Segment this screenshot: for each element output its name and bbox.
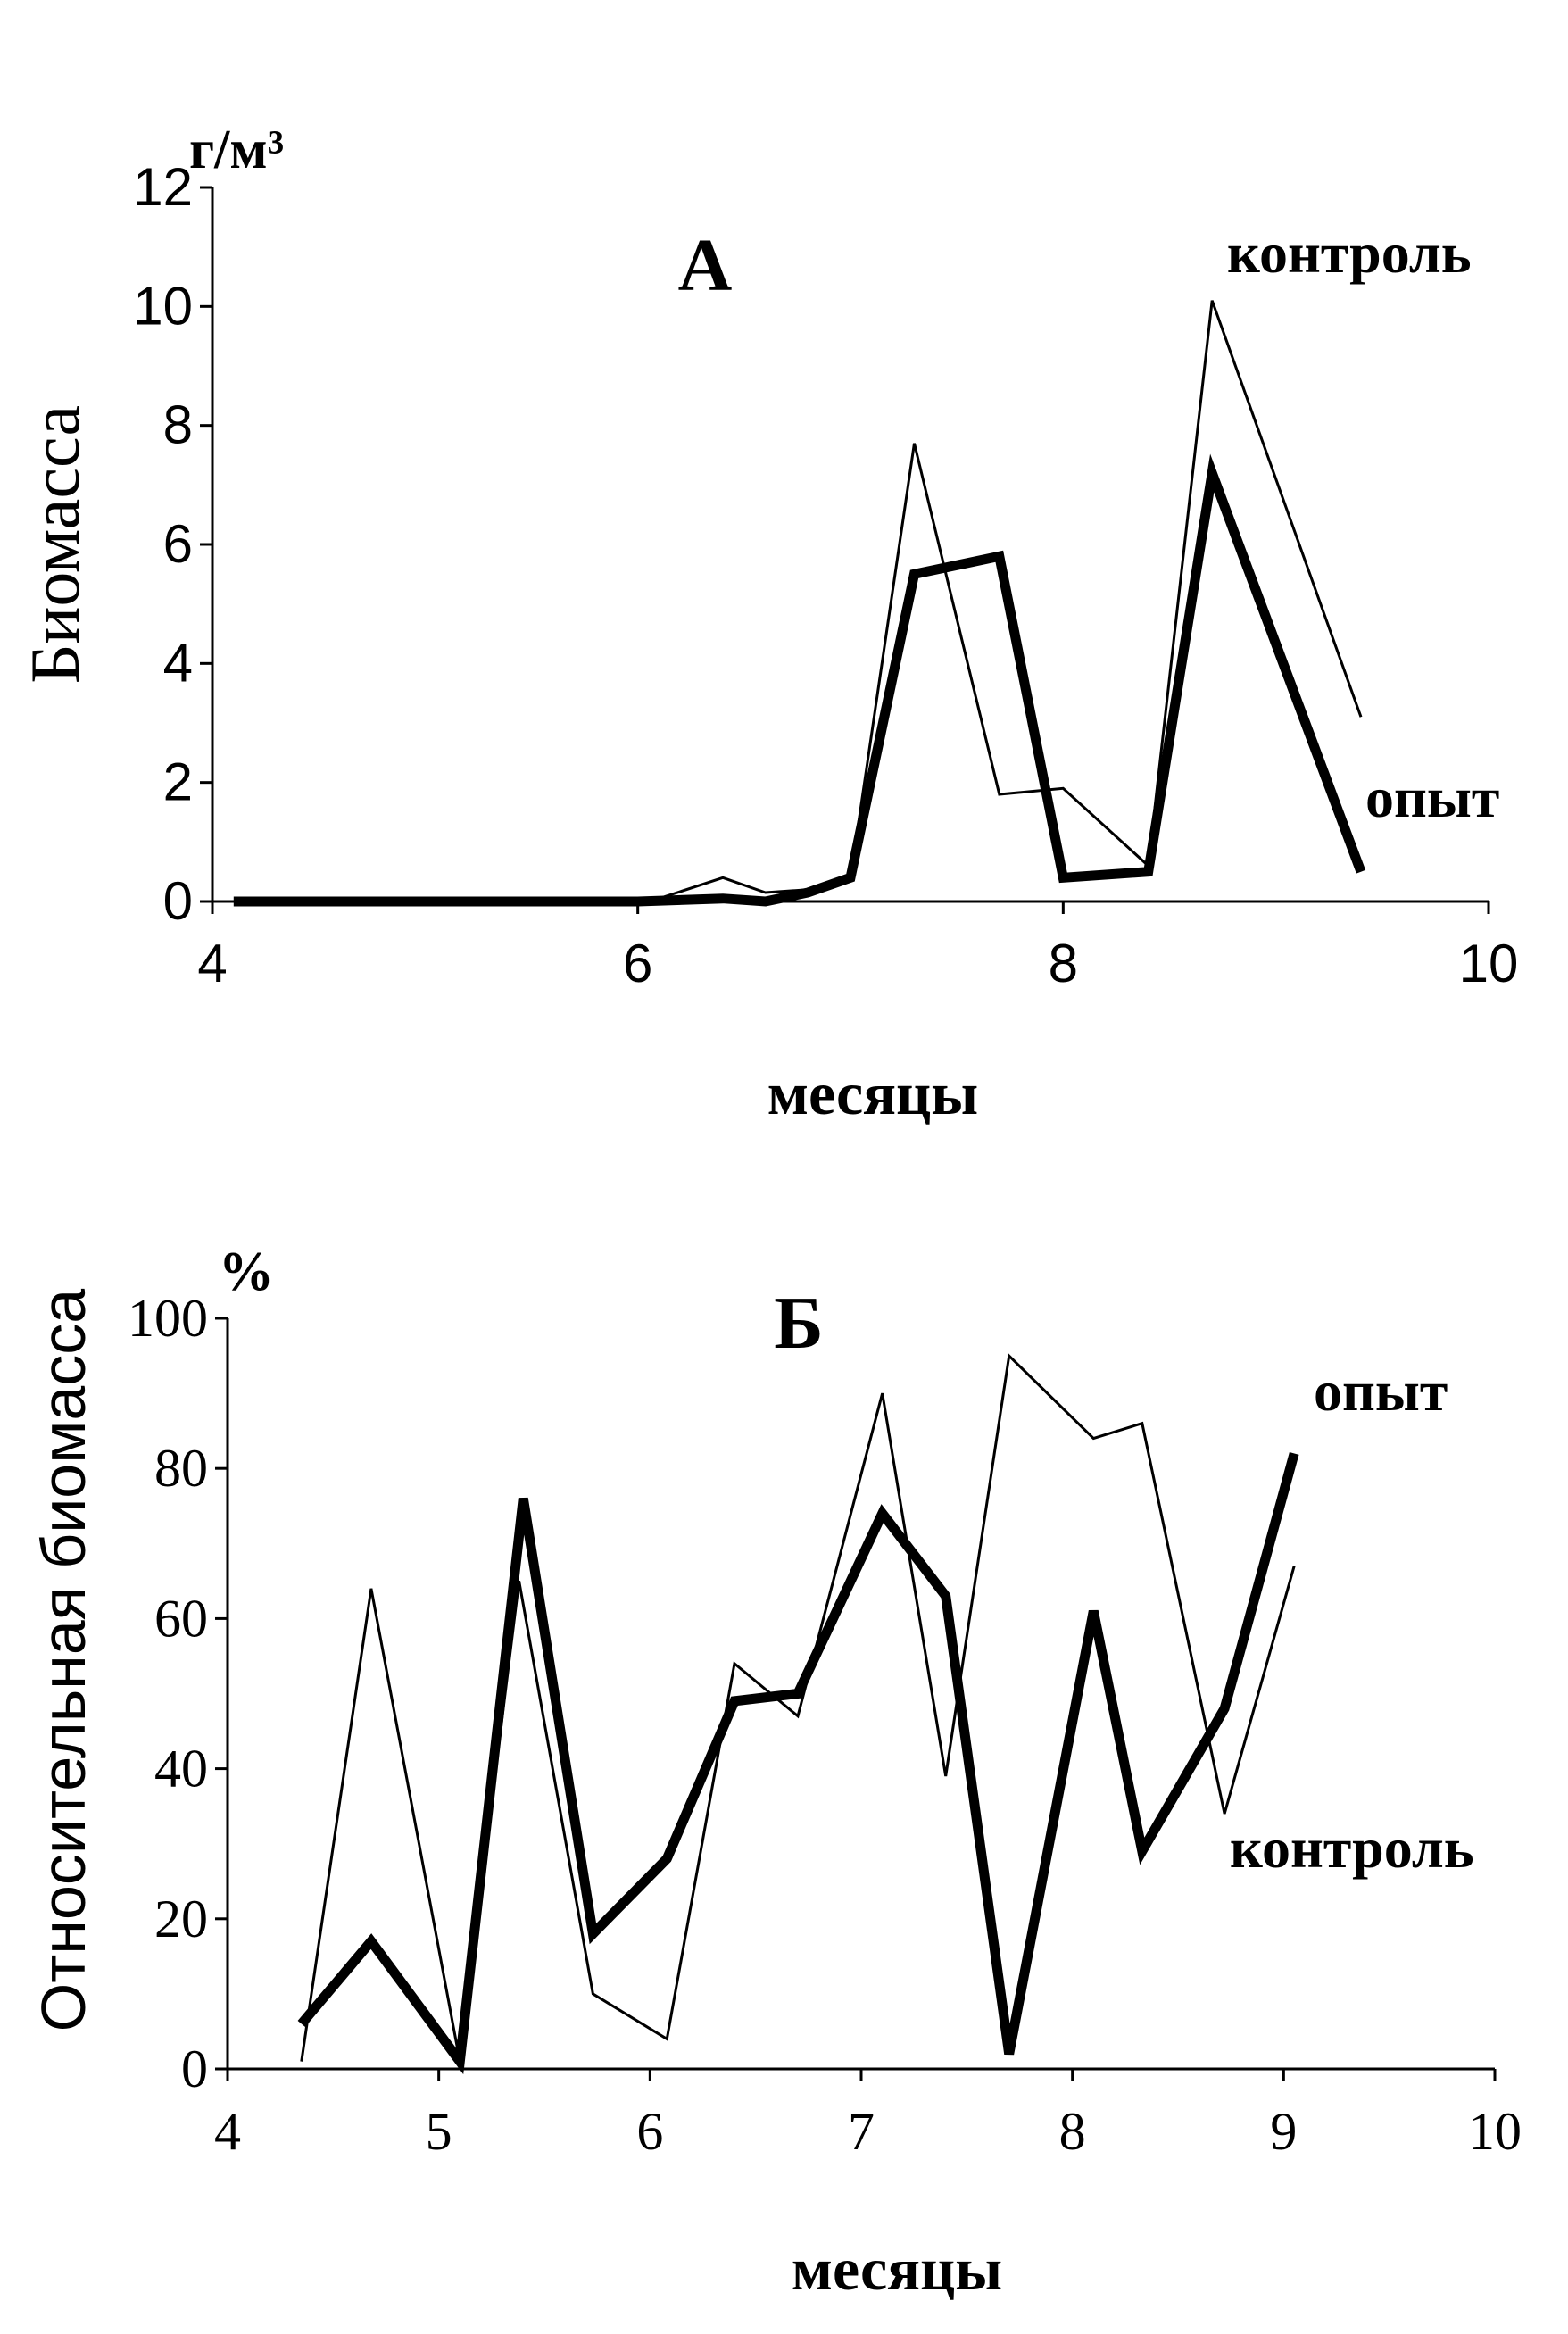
chart-a-y-tick-label: 2 bbox=[163, 752, 193, 812]
chart-a-axes bbox=[211, 187, 1489, 903]
chart-b-y-label: Относительная биомасса bbox=[29, 1289, 98, 2032]
chart-b-x-tick-label: 9 bbox=[1270, 2102, 1297, 2161]
chart-b-y-tick-label: 60 bbox=[154, 1589, 208, 1648]
chart-b-x-tick-label: 6 bbox=[636, 2102, 663, 2161]
chart-a-x-tick-label: 8 bbox=[1049, 934, 1078, 993]
chart-a-series-experiment-line bbox=[233, 453, 1366, 907]
chart-a-x-tick-label: 6 bbox=[623, 934, 652, 993]
chart-b-series bbox=[297, 1352, 1299, 2075]
chart-b-x-tick-label: 10 bbox=[1468, 2102, 1522, 2161]
chart-b-y-unit: % bbox=[219, 1242, 274, 1302]
chart-a-y-tick-label: 8 bbox=[163, 395, 193, 455]
chart-a-y-label: Биомасса bbox=[16, 405, 94, 684]
chart-b-y-tick-label: 40 bbox=[154, 1740, 208, 1798]
chart-a-series-label-control: контроль bbox=[1227, 221, 1472, 285]
chart-b-y-tick-label: 0 bbox=[181, 2039, 208, 2098]
chart-a-y-tick-label: 10 bbox=[133, 276, 193, 336]
chart-b-axes bbox=[226, 1318, 1495, 2071]
chart-a-y-tick-label: 12 bbox=[133, 157, 193, 217]
chart-b-ticks: 0 20 40 60 80 100 4 5 6 7 8 9 10 bbox=[128, 1289, 1522, 2161]
chart-a-series bbox=[233, 300, 1366, 907]
chart-b-x-tick-label: 5 bbox=[426, 2102, 452, 2161]
chart-a-ticks: 0 2 4 6 8 10 12 4 6 8 10 bbox=[133, 157, 1518, 993]
chart-b-series-control-line bbox=[300, 1352, 1296, 2062]
chart-b-series-experiment-line bbox=[297, 1451, 1299, 2075]
chart-b-series-label-control: контроль bbox=[1230, 1816, 1474, 1880]
chart-b-y-tick-label: 20 bbox=[154, 1890, 208, 1948]
chart-a-y-unit: г/м³ bbox=[189, 120, 284, 180]
chart-a-y-tick-label: 4 bbox=[163, 633, 193, 693]
chart-b-x-tick-label: 8 bbox=[1059, 2102, 1086, 2161]
chart-b-x-tick-label: 4 bbox=[214, 2102, 241, 2161]
chart-a-panel-label: А bbox=[678, 224, 733, 307]
chart-a-x-label: месяцы bbox=[767, 1059, 979, 1127]
chart-b-x-label: месяцы bbox=[792, 2235, 1003, 2303]
chart-a-y-tick-label: 0 bbox=[163, 871, 193, 931]
chart-b-y-tick-label: 100 bbox=[128, 1289, 208, 1348]
chart-b: 0 20 40 60 80 100 4 5 6 7 8 9 10 % Б Относительная б… bbox=[29, 1242, 1522, 2303]
chart-a-x-tick-label: 10 bbox=[1459, 934, 1519, 993]
chart-b-x-tick-label: 7 bbox=[848, 2102, 875, 2161]
chart-a-series-label-experiment: опыт bbox=[1365, 766, 1499, 829]
chart-a: 0 2 4 6 8 10 12 4 6 8 10 г/м³ А Биомасса месяцы ко… bbox=[16, 120, 1518, 1127]
chart-b-series-label-experiment: опыт bbox=[1314, 1359, 1448, 1423]
chart-a-y-tick-label: 6 bbox=[163, 514, 193, 574]
chart-b-y-tick-label: 80 bbox=[154, 1439, 208, 1498]
chart-a-x-tick-label: 4 bbox=[197, 934, 227, 993]
chart-b-panel-label: Б bbox=[774, 1282, 824, 1365]
